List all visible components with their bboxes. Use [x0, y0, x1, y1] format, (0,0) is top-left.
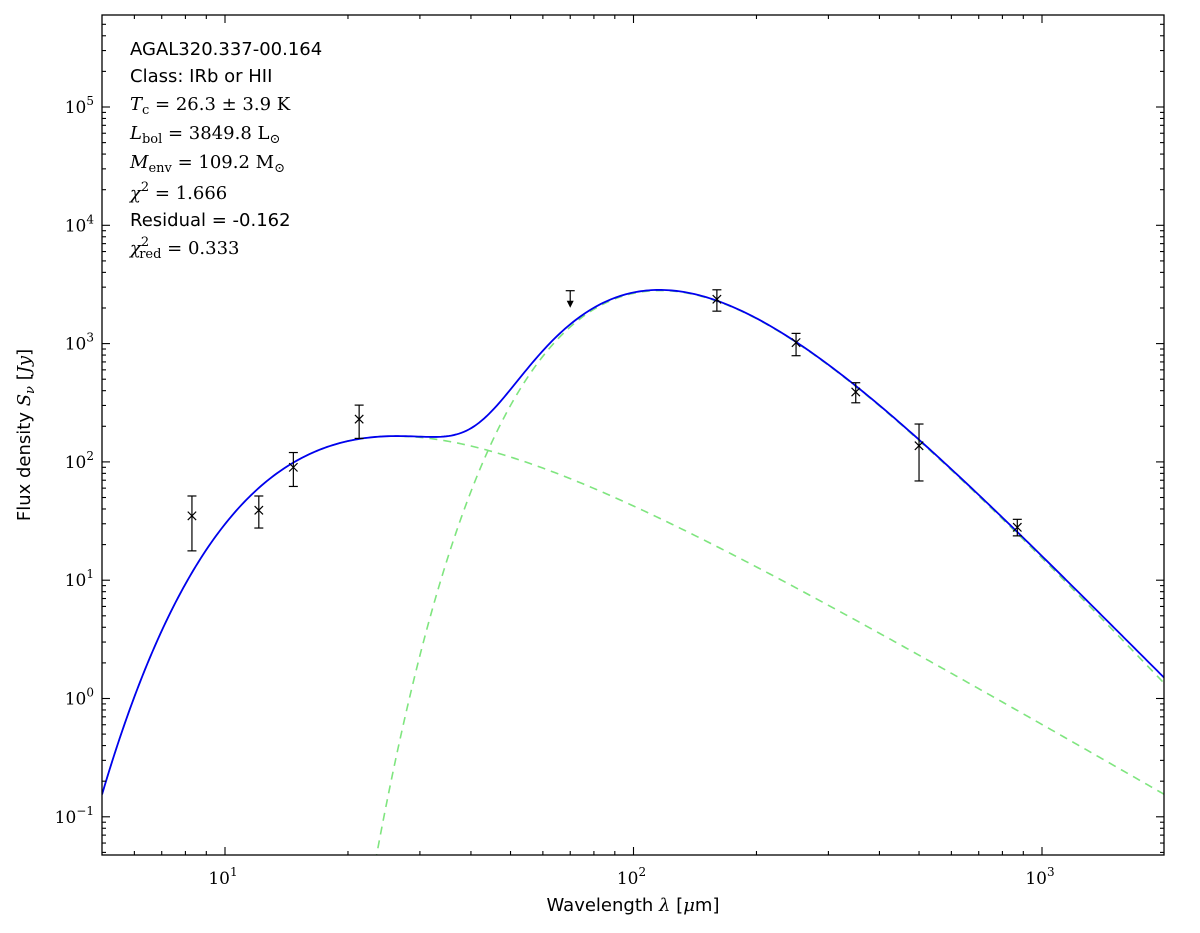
y-tick-labels: 10−1 100 101 102 103 104 105 — [55, 94, 95, 828]
x-tick-label: 102 — [617, 865, 646, 889]
total-model-curve — [102, 289, 1164, 795]
y-tick-label: 102 — [65, 449, 94, 473]
data-point — [254, 495, 264, 529]
y-tick-label: 105 — [65, 94, 94, 118]
data-point — [288, 451, 298, 488]
annotation-line: Residual = -0.162 — [130, 210, 291, 231]
upper-limit-marker — [565, 290, 575, 308]
x-tick-label: 101 — [208, 865, 237, 889]
y-axis-label: Flux density Sν [Jy] — [14, 349, 38, 521]
y-tick-label: 104 — [65, 212, 95, 236]
data-point — [914, 423, 924, 482]
annotation-block: AGAL320.337-00.164 Class: IRb or HII Tc = … — [128, 39, 322, 262]
y-tick-label: 103 — [65, 331, 94, 355]
annotation-line: AGAL320.337-00.164 — [130, 39, 322, 60]
data-point — [712, 289, 722, 312]
x-axis-label: Wavelength λ [μm] — [547, 895, 720, 916]
y-tick-label: 101 — [65, 567, 94, 591]
x-tick-label: 103 — [1025, 865, 1054, 889]
data-point — [1012, 518, 1022, 537]
annotation-line: χ2 = 1.666 — [128, 180, 227, 204]
data-point — [791, 332, 801, 357]
axis-ticks — [102, 15, 1164, 855]
model-curves — [102, 289, 1164, 855]
data-point — [354, 404, 364, 439]
data-point — [187, 495, 197, 552]
annotation-line: Tc = 26.3 ± 3.9 K — [130, 94, 291, 118]
annotation-line: Class: IRb or HII — [130, 66, 272, 87]
y-tick-label: 10−1 — [55, 804, 94, 828]
annotation-line: χ2 red = 0.333 — [128, 235, 240, 262]
photometry-points — [187, 289, 1022, 552]
warm-component-curve — [102, 435, 1164, 796]
data-point — [851, 382, 861, 404]
annotation-line: Lbol = 3849.8 L⊙ — [129, 123, 280, 147]
y-tick-label: 100 — [65, 686, 94, 710]
x-tick-labels: 101 102 103 — [208, 865, 1054, 889]
annotation-line: Menv = 109.2 M⊙ — [129, 152, 285, 176]
